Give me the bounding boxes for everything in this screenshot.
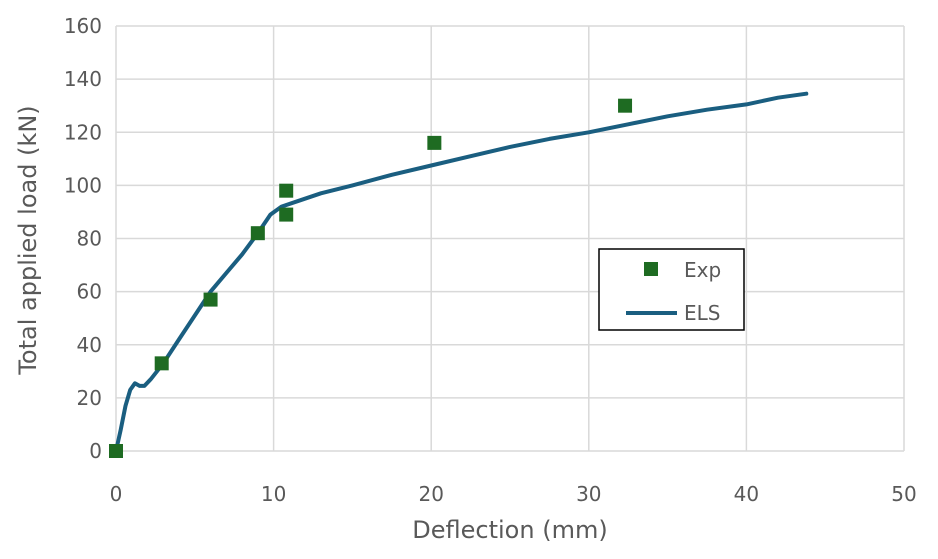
x-tick-label: 50: [891, 482, 916, 506]
y-tick-label: 120: [64, 120, 102, 144]
y-tick-label: 0: [89, 439, 102, 463]
gridlines: [115, 25, 905, 452]
legend-box: [598, 248, 745, 331]
exp-point: [250, 226, 265, 241]
legend-els-label: ELS: [684, 301, 720, 325]
legend-exp-marker: [644, 262, 658, 276]
y-tick-label: 140: [64, 67, 102, 91]
x-axis-title: Deflection (mm): [412, 516, 607, 544]
els-series: [114, 91, 809, 453]
exp-point: [618, 98, 633, 113]
exp-series: [109, 98, 633, 458]
x-tick-label: 20: [418, 482, 443, 506]
els-line: [114, 91, 809, 453]
exp-point: [109, 444, 123, 458]
x-tick-label: 0: [110, 482, 123, 506]
y-tick-label: 80: [77, 227, 102, 251]
exp-point: [427, 135, 442, 150]
exp-point: [279, 207, 294, 222]
y-tick-labels: 0 20 40 60 80 100 120 140 160: [64, 14, 102, 463]
exp-point: [203, 292, 218, 307]
y-tick-label: 40: [77, 333, 102, 357]
legend: Exp ELS: [598, 248, 745, 331]
y-tick-label: 20: [77, 386, 102, 410]
x-tick-label: 10: [261, 482, 286, 506]
y-tick-label: 60: [77, 280, 102, 304]
legend-exp-label: Exp: [684, 258, 721, 282]
y-tick-label: 100: [64, 173, 102, 197]
y-axis-title: Total applied load (kN): [14, 105, 42, 375]
exp-point: [279, 183, 294, 198]
y-tick-label: 160: [64, 14, 102, 38]
x-tick-labels: 0 10 20 30 40 50: [110, 482, 917, 506]
exp-point: [154, 356, 169, 371]
x-tick-label: 40: [734, 482, 759, 506]
x-tick-label: 30: [576, 482, 601, 506]
